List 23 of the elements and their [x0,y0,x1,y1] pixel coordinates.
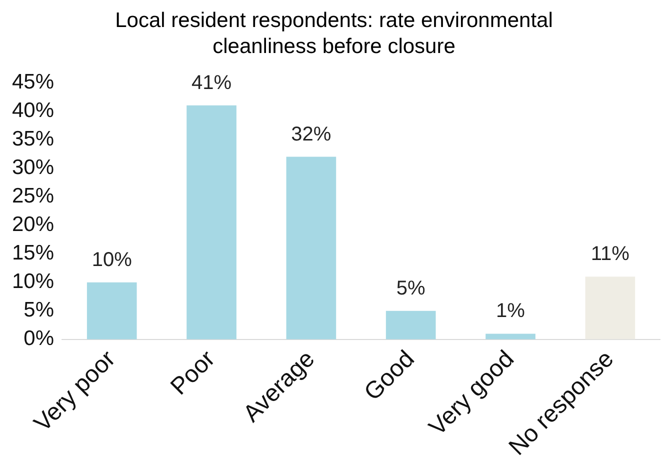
y-tick-label: 20% [12,213,54,236]
y-tick-label: 30% [12,156,54,179]
bar [386,310,436,340]
y-tick-label: 25% [12,184,54,208]
data-label: 5% [396,277,426,300]
y-tick-label: 5% [24,298,54,322]
y-tick-label: 15% [12,242,54,265]
bar [486,334,536,340]
data-label: 1% [496,300,526,322]
bar [585,276,636,340]
bar [186,105,236,340]
y-tick-label: 0% [24,327,54,350]
y-tick-label: 40% [12,98,54,122]
data-label: 41% [192,72,232,94]
data-label: 11% [590,243,630,266]
bar [286,156,336,340]
bar [86,282,137,340]
y-tick-label: 35% [12,127,54,150]
data-label: 32% [291,123,332,146]
chart-title: Local resident respondents: rate environmental cleanliness before closure [114,8,554,60]
y-tick-label: 45% [12,70,54,94]
y-tick-label: 10% [12,270,54,294]
data-label: 10% [92,248,132,271]
